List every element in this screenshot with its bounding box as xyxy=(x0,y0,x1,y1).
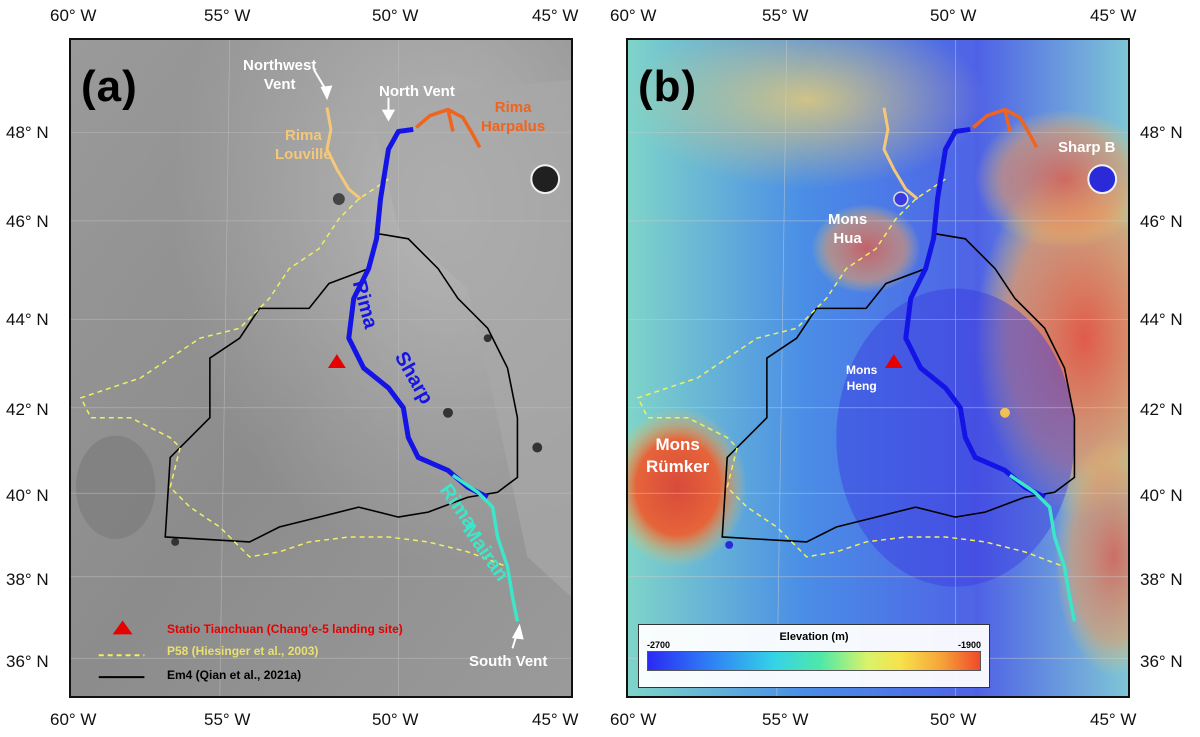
lon-label: 50° W xyxy=(372,710,419,729)
panel-b-letter: (b) xyxy=(638,62,698,111)
lat-label: 40° N xyxy=(6,486,49,505)
lon-label: 55° W xyxy=(762,710,809,729)
rima-louville-line xyxy=(325,107,362,201)
lat-label: 48° N xyxy=(6,123,49,142)
lat-label: 40° N xyxy=(1140,486,1183,505)
label-sharp-b: Sharp B xyxy=(1058,139,1116,156)
p58-boundary xyxy=(79,178,508,568)
lon-label: 50° W xyxy=(930,6,977,25)
lat-label: 38° N xyxy=(6,570,49,589)
lon-label: 45° W xyxy=(532,6,579,25)
lat-label: 46° N xyxy=(1140,212,1183,231)
lon-label: 45° W xyxy=(1090,6,1137,25)
legend-landing-site: Statio Tianchuan (Chang’e-5 landing site… xyxy=(167,622,403,636)
panel-b-map-graphic xyxy=(628,40,1128,696)
colorbar-min-label: -2700 xyxy=(647,640,671,650)
lat-label: 48° N xyxy=(1140,123,1183,142)
rima-harpalus-line xyxy=(415,107,482,149)
lon-label: 50° W xyxy=(372,6,419,25)
label-rima-harpalus: Rima Harpalus xyxy=(481,99,546,135)
elevation-colorbar: Elevation (m) -2700 -1900 xyxy=(638,624,990,688)
label-mons-rumker: Mons Rümker xyxy=(646,435,710,476)
rima-mairan-line xyxy=(451,473,520,622)
legend-p58: P58 (Hiesinger et al., 2003) xyxy=(167,644,319,658)
label-northwest-vent: Northwest Vent xyxy=(243,57,317,93)
lon-label: 45° W xyxy=(532,710,579,729)
lon-label: 60° W xyxy=(610,6,657,25)
panel-b-elevation-map: (b) Sharp B Mons Hua Mons Heng Mons Rümk… xyxy=(626,38,1130,698)
lat-label: 46° N xyxy=(6,212,49,231)
lon-label: 60° W xyxy=(610,710,657,729)
lat-label: 36° N xyxy=(6,652,49,671)
lat-label: 42° N xyxy=(6,400,49,419)
colorbar-gradient xyxy=(647,651,981,671)
label-north-vent: North Vent xyxy=(379,83,455,100)
landing-site-marker xyxy=(327,354,346,368)
lat-label: 38° N xyxy=(1140,570,1183,589)
label-south-vent: South Vent xyxy=(469,653,548,670)
lon-label: 60° W xyxy=(50,710,97,729)
em4-boundary xyxy=(164,232,519,543)
lon-label: 60° W xyxy=(50,6,97,25)
rima-sharp-line xyxy=(346,126,489,500)
label-mons-heng: Mons Heng xyxy=(846,363,878,393)
lat-label: 44° N xyxy=(1140,310,1183,329)
lon-label: 45° W xyxy=(1090,710,1137,729)
panel-a-letter: (a) xyxy=(81,62,138,111)
colorbar-title: Elevation (m) xyxy=(779,631,849,643)
panel-a-grayscale-map: (a) Northwest Vent North Vent Rima Harpa… xyxy=(69,38,573,698)
lat-label: 36° N xyxy=(1140,652,1183,671)
lon-label: 55° W xyxy=(204,710,251,729)
lon-label: 50° W xyxy=(930,710,977,729)
legend-em4: Em4 (Qian et al., 2021a) xyxy=(167,668,302,682)
panel-a-map-graphic xyxy=(71,40,571,696)
colorbar-max-label: -1900 xyxy=(957,640,981,650)
lon-label: 55° W xyxy=(762,6,809,25)
lon-label: 55° W xyxy=(204,6,251,25)
label-rima-louville: Rima Louville xyxy=(275,127,332,163)
lat-label: 42° N xyxy=(1140,400,1183,419)
label-mons-hua: Mons Hua xyxy=(828,211,868,247)
lat-label: 44° N xyxy=(6,310,49,329)
